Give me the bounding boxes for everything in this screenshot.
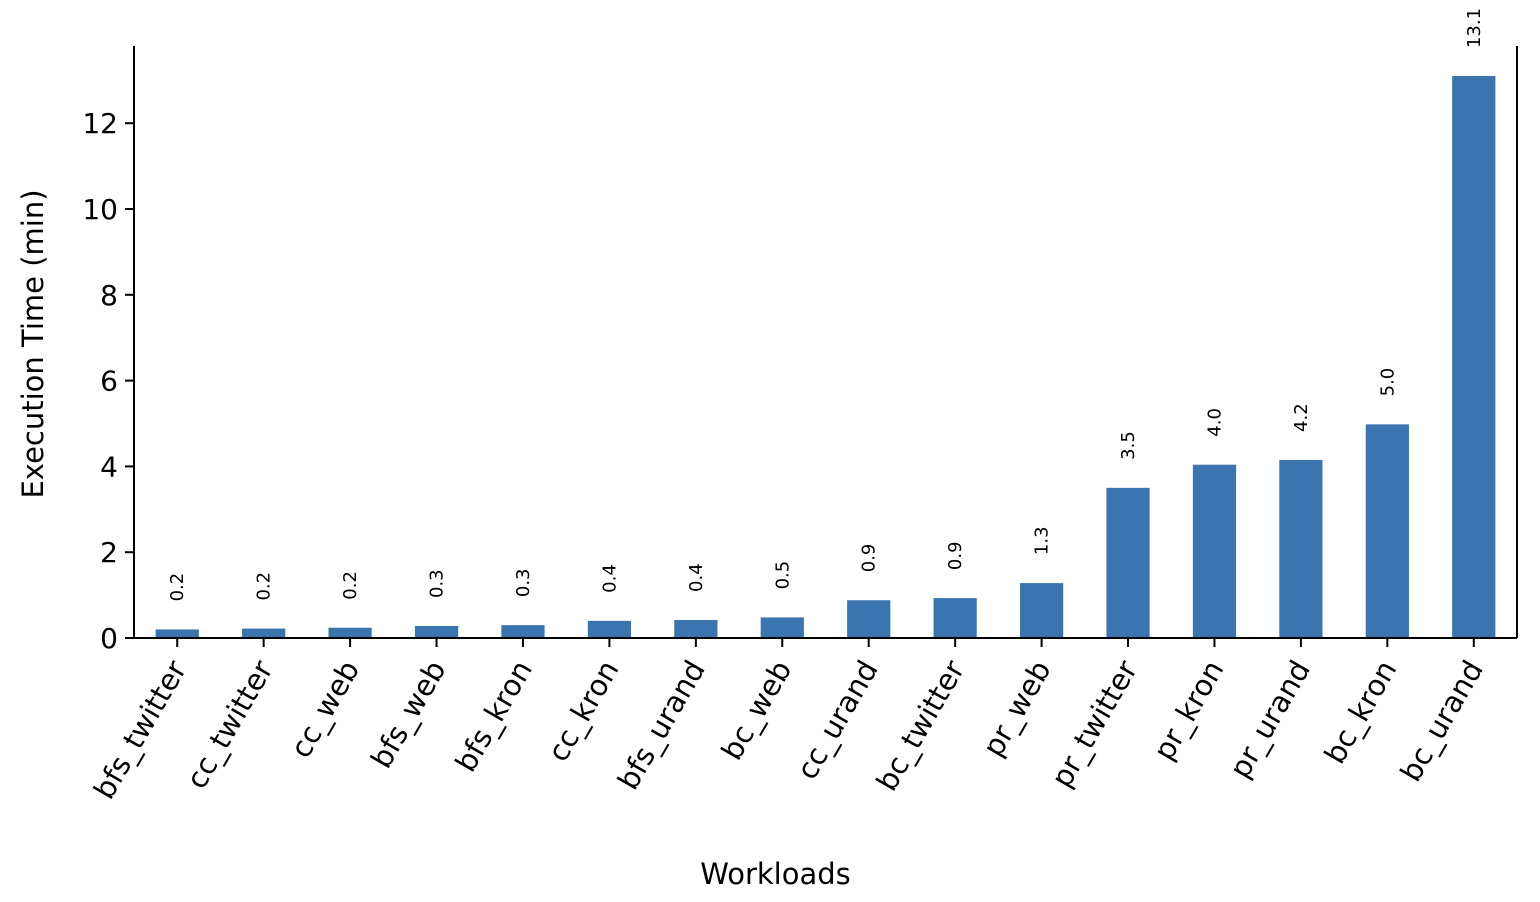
bar-pr_urand — [1279, 459, 1323, 638]
axes-group — [133, 46, 1518, 639]
data-label-pr_twitter: 3.5 — [1118, 431, 1139, 460]
data-label-bc_kron: 5.0 — [1377, 368, 1398, 397]
x-tick-label-pr_urand: pr_urand — [1223, 655, 1317, 784]
data-label-cc_twitter: 0.2 — [254, 572, 275, 601]
data-label-bfs_twitter: 0.2 — [167, 573, 188, 602]
y-tick-label-8: 8 — [100, 279, 118, 312]
bar-bfs_web — [414, 625, 459, 638]
data-label-cc_kron: 0.4 — [599, 564, 620, 593]
bar-cc_urand — [847, 600, 891, 638]
bar-bfs_kron — [501, 625, 545, 638]
y-tick-label-4: 4 — [100, 450, 118, 483]
data-label-bfs_urand: 0.4 — [686, 563, 707, 592]
bar-pr_kron — [1192, 464, 1237, 638]
bar-bfs_urand — [674, 619, 718, 638]
bar-bc_urand — [1452, 76, 1496, 638]
bar-bc_twitter — [933, 598, 977, 638]
bar-cc_twitter — [242, 628, 286, 638]
x-tick-label-pr_web: pr_web — [976, 655, 1058, 763]
x-tick-label-bfs_urand: bfs_urand — [611, 655, 712, 796]
bar-pr_twitter — [1106, 487, 1150, 638]
data-label-bc_urand: 13.1 — [1464, 8, 1485, 48]
x-tick-label-cc_web: cc_web — [284, 655, 367, 764]
y-tick-label-10: 10 — [82, 193, 118, 226]
data-label-cc_urand: 0.9 — [859, 544, 880, 573]
bar-pr_web — [1019, 583, 1064, 638]
bars-group — [155, 76, 1496, 638]
data-label-pr_urand: 4.2 — [1291, 403, 1312, 432]
data-label-bfs_kron: 0.3 — [513, 568, 534, 597]
y-tick-label-6: 6 — [100, 365, 118, 398]
data-label-bc_web: 0.5 — [772, 561, 793, 590]
bar-cc_web — [328, 627, 372, 638]
bar-bfs_twitter — [155, 629, 199, 638]
y-ticks-group: 0 2 4 6 8 10 12 — [82, 107, 134, 655]
x-tick-label-bc_urand: bc_urand — [1394, 655, 1490, 788]
data-label-bfs_web: 0.3 — [427, 569, 448, 598]
x-axis-title: Workloads — [700, 857, 851, 891]
data-label-bc_twitter: 0.9 — [945, 541, 966, 570]
bar-cc_kron — [587, 620, 632, 638]
x-tick-label-cc_twitter: cc_twitter — [179, 654, 280, 794]
x-tick-label-bc_twitter: bc_twitter — [870, 654, 972, 796]
x-tick-label-bc_kron: bc_kron — [1317, 655, 1403, 770]
data-label-cc_web: 0.2 — [340, 571, 361, 600]
y-tick-label-2: 2 — [100, 536, 118, 569]
y-tick-label-12: 12 — [82, 107, 118, 140]
x-tick-label-pr_twitter: pr_twitter — [1044, 654, 1144, 793]
x-tick-label-pr_kron: pr_kron — [1147, 655, 1231, 766]
x-tick-label-bfs_kron: bfs_kron — [448, 655, 539, 778]
x-tick-label-bfs_web: bfs_web — [364, 655, 453, 774]
data-labels-group: 0.2 0.2 0.2 0.3 0.3 0.4 0.4 0.5 0.9 0.9 1.3 3.5 4.0 4… — [167, 8, 1485, 601]
y-axis-title: Execution Time (min) — [16, 189, 50, 498]
x-tick-label-cc_kron: cc_kron — [541, 655, 626, 768]
data-label-pr_web: 1.3 — [1032, 526, 1053, 555]
data-label-pr_kron: 4.0 — [1204, 408, 1225, 437]
y-tick-label-0: 0 — [100, 622, 118, 655]
bar-bc_web — [760, 617, 804, 638]
x-tick-label-cc_urand: cc_urand — [790, 655, 885, 786]
x-tick-label-bfs_twitter: bfs_twitter — [87, 654, 193, 804]
bar-bc_kron — [1365, 424, 1409, 638]
x-tick-label-bc_web: bc_web — [714, 655, 798, 766]
